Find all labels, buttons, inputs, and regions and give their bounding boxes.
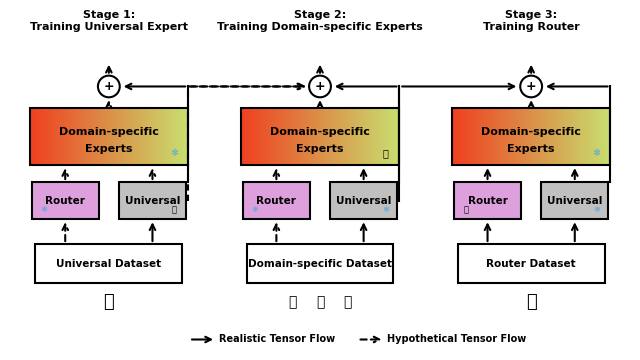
Bar — [29, 108, 188, 165]
Text: 🧮: 🧮 — [316, 295, 324, 309]
Text: ❄: ❄ — [382, 205, 389, 214]
Bar — [246, 244, 394, 283]
Text: +: + — [104, 80, 114, 93]
Circle shape — [520, 76, 542, 97]
Text: Training Universal Expert: Training Universal Expert — [30, 22, 188, 32]
Text: ❄: ❄ — [593, 205, 600, 214]
Text: ❄: ❄ — [170, 148, 179, 158]
Text: Experts: Experts — [296, 144, 344, 154]
Bar — [241, 108, 399, 165]
Text: Training Domain-specific Experts: Training Domain-specific Experts — [217, 22, 423, 32]
Text: Realistic Tensor Flow: Realistic Tensor Flow — [219, 334, 335, 345]
Text: Universal: Universal — [547, 196, 602, 206]
Text: Universal: Universal — [125, 196, 180, 206]
Text: Experts: Experts — [85, 144, 132, 154]
Bar — [243, 182, 310, 219]
Bar — [35, 244, 182, 283]
Text: Training Router: Training Router — [483, 22, 580, 32]
Bar — [458, 244, 605, 283]
Text: Router: Router — [468, 196, 508, 206]
Text: +: + — [526, 80, 536, 93]
Text: 📊: 📊 — [344, 295, 352, 309]
Bar — [119, 182, 186, 219]
Text: Router Dataset: Router Dataset — [486, 259, 576, 269]
Text: Router: Router — [45, 196, 85, 206]
Text: Domain-specific: Domain-specific — [59, 127, 159, 137]
Text: Experts: Experts — [508, 144, 555, 154]
Text: 💬: 💬 — [104, 293, 114, 311]
Text: ❄: ❄ — [593, 148, 601, 158]
Bar — [330, 182, 397, 219]
Text: Router: Router — [257, 196, 296, 206]
Text: 🔥: 🔥 — [383, 148, 388, 158]
Text: 🔥: 🔥 — [172, 205, 177, 214]
Circle shape — [309, 76, 331, 97]
Text: Domain-specific: Domain-specific — [270, 127, 370, 137]
Bar — [541, 182, 609, 219]
Text: 🔥: 🔥 — [463, 205, 468, 214]
Text: Stage 2:: Stage 2: — [294, 9, 346, 19]
Bar — [31, 182, 99, 219]
Text: ❄: ❄ — [40, 205, 47, 214]
Text: Stage 1:: Stage 1: — [83, 9, 135, 19]
Text: 🧭: 🧭 — [526, 293, 536, 311]
Text: Hypothetical Tensor Flow: Hypothetical Tensor Flow — [387, 334, 527, 345]
Text: Universal: Universal — [336, 196, 391, 206]
Text: Domain-specific: Domain-specific — [481, 127, 581, 137]
Bar — [452, 108, 611, 165]
Bar — [454, 182, 521, 219]
Text: ❄: ❄ — [251, 205, 258, 214]
Text: 🖥: 🖥 — [288, 295, 296, 309]
Circle shape — [98, 76, 120, 97]
Text: Stage 3:: Stage 3: — [505, 9, 557, 19]
Text: +: + — [315, 80, 325, 93]
Text: Universal Dataset: Universal Dataset — [56, 259, 161, 269]
Text: Domain-specific Dataset: Domain-specific Dataset — [248, 259, 392, 269]
